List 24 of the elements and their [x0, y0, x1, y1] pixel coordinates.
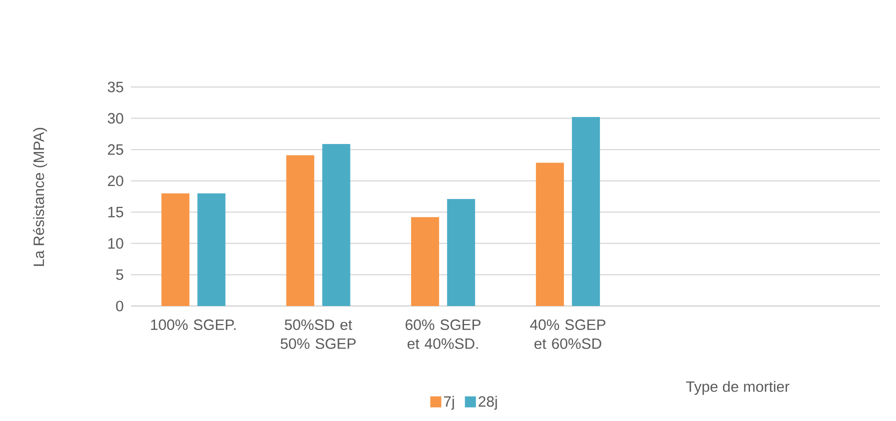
- y-axis-title: La Résistance (MPA): [32, 128, 48, 266]
- bar: [197, 193, 226, 306]
- x-tick-label: 100% SGEP.: [151, 319, 236, 330]
- bar: [572, 117, 600, 306]
- x-tick-label: 60% SGEP et 40%SD.: [406, 319, 480, 349]
- x-tick-label: 40% SGEP et 60%SD: [530, 319, 606, 349]
- bar: [286, 155, 314, 306]
- bar: [322, 144, 350, 306]
- bar: [411, 217, 440, 306]
- y-tick-label: 30: [108, 112, 124, 124]
- y-tick-label: 20: [108, 176, 124, 186]
- x-axis-title: Type de mortier: [686, 380, 790, 395]
- y-tick-label: 35: [108, 82, 124, 92]
- x-tick-label: 50%SD et 50% SGEP: [280, 319, 356, 349]
- y-tick-label: 15: [108, 206, 124, 218]
- y-tick-label: 5: [116, 270, 124, 280]
- y-tick-label: 0: [116, 300, 124, 312]
- legend-label: 7j: [444, 396, 454, 410]
- legend-label: 28j: [478, 396, 497, 410]
- bar: [447, 199, 476, 306]
- y-tick-label: 25: [108, 144, 124, 155]
- bar: [536, 162, 564, 306]
- y-tick-label: 10: [108, 238, 124, 249]
- bar: [161, 193, 190, 306]
